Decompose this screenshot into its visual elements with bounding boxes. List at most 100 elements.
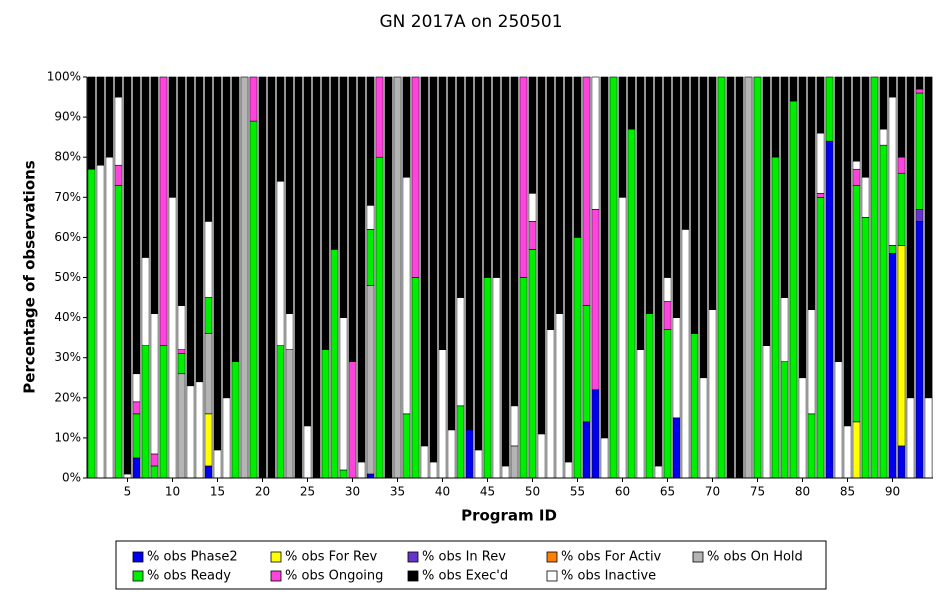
bar-segment [717, 76, 726, 479]
bar-segment [834, 76, 843, 363]
legend-text: % obs Ready [147, 569, 231, 584]
bar-segment [906, 76, 915, 399]
bar-segment [231, 361, 240, 479]
bar-segment [132, 413, 141, 459]
bar-segment [366, 285, 375, 475]
bar-segment [177, 76, 186, 306]
bar-segment [132, 76, 141, 375]
legend-swatch [270, 551, 282, 563]
legend-text: % obs Phase2 [147, 550, 238, 565]
legend-swatch [407, 551, 419, 563]
bar-segment [582, 421, 591, 479]
bar-segment [672, 317, 681, 419]
bar-segment [699, 377, 708, 479]
bar-segment [510, 445, 519, 479]
bar-segment [573, 237, 582, 479]
bar-segment [888, 76, 897, 98]
bar-segment [915, 76, 924, 90]
bar-segment [114, 164, 123, 186]
bar-segment [852, 168, 861, 186]
bar-segment [213, 76, 222, 451]
legend-swatch [132, 551, 144, 563]
bar-segment [312, 76, 321, 479]
bar-segment [726, 76, 735, 479]
y-tick-label: 70% [54, 190, 81, 204]
bar-segment [474, 76, 483, 451]
bar-segment [195, 76, 204, 383]
bar-segment [456, 297, 465, 407]
bar-segment [618, 76, 627, 198]
y-tick-label: 90% [54, 110, 81, 124]
bar-segment [258, 76, 267, 479]
bar-segment [96, 76, 105, 166]
legend-swatch [692, 551, 704, 563]
bar-segment [105, 156, 114, 479]
bar-segment [618, 197, 627, 479]
bar-segment [915, 88, 924, 94]
y-axis-label: Percentage of observations [21, 160, 39, 394]
x-tick-label: 30 [345, 485, 360, 499]
bar-segment [222, 397, 231, 479]
bar-segment [339, 317, 348, 471]
bar-segment [672, 417, 681, 479]
bar-segment [915, 92, 924, 210]
bar-segment [834, 361, 843, 479]
bar-segment [780, 76, 789, 298]
bar-segment [186, 385, 195, 479]
bar-segment [141, 76, 150, 258]
bar-segment [852, 76, 861, 162]
bar-segment [564, 76, 573, 463]
y-tick-label: 50% [54, 270, 81, 284]
bar-segment [897, 76, 906, 158]
bar-segment [744, 76, 753, 479]
bar-segment [654, 465, 663, 479]
bar-segment [843, 76, 852, 427]
bar-segment [528, 221, 537, 250]
bar-segment [672, 76, 681, 318]
bar-segment [204, 221, 213, 298]
bar-segment [780, 361, 789, 479]
bar-segment [96, 164, 105, 479]
legend-text: % obs In Rev [422, 550, 506, 565]
legend-swatch [132, 570, 144, 582]
bar-segment [456, 405, 465, 479]
bar-segment [276, 76, 285, 182]
legend-text: % obs For Activ [561, 550, 662, 565]
bar-segment [762, 345, 771, 479]
x-tick-label: 45 [480, 485, 495, 499]
bar-segment [807, 413, 816, 479]
y-tick-label: 40% [54, 310, 81, 324]
bar-segment [789, 76, 798, 102]
bar-segment [501, 465, 510, 479]
bar-segment [141, 345, 150, 479]
bar-segment [321, 76, 330, 350]
bar-segment [816, 192, 825, 198]
bar-segment [114, 76, 123, 98]
bar-segment [708, 309, 717, 479]
bar-segment [591, 389, 600, 479]
bar-segment [735, 76, 744, 479]
bar-segment [528, 192, 537, 222]
bar-segment [438, 349, 447, 479]
bar-segment [636, 76, 645, 350]
bar-segment [753, 76, 762, 479]
legend-swatch [546, 551, 558, 563]
x-tick-label: 10 [165, 485, 180, 499]
bar-segment [690, 333, 699, 479]
bar-segment [690, 76, 699, 334]
bar-segment [591, 76, 600, 210]
bar-segment [456, 76, 465, 298]
bar-segment [897, 156, 906, 174]
y-tick-label: 100% [47, 70, 81, 84]
bar-segment [438, 76, 447, 350]
bar-segment [213, 449, 222, 479]
bar-segment [897, 445, 906, 479]
bar-segment [915, 221, 924, 479]
bar-segment [510, 76, 519, 407]
bar-segment [474, 449, 483, 479]
bar-segment [663, 301, 672, 330]
x-tick-label: 35 [390, 485, 405, 499]
bar-segment [177, 305, 186, 350]
bar-segment [573, 76, 582, 238]
